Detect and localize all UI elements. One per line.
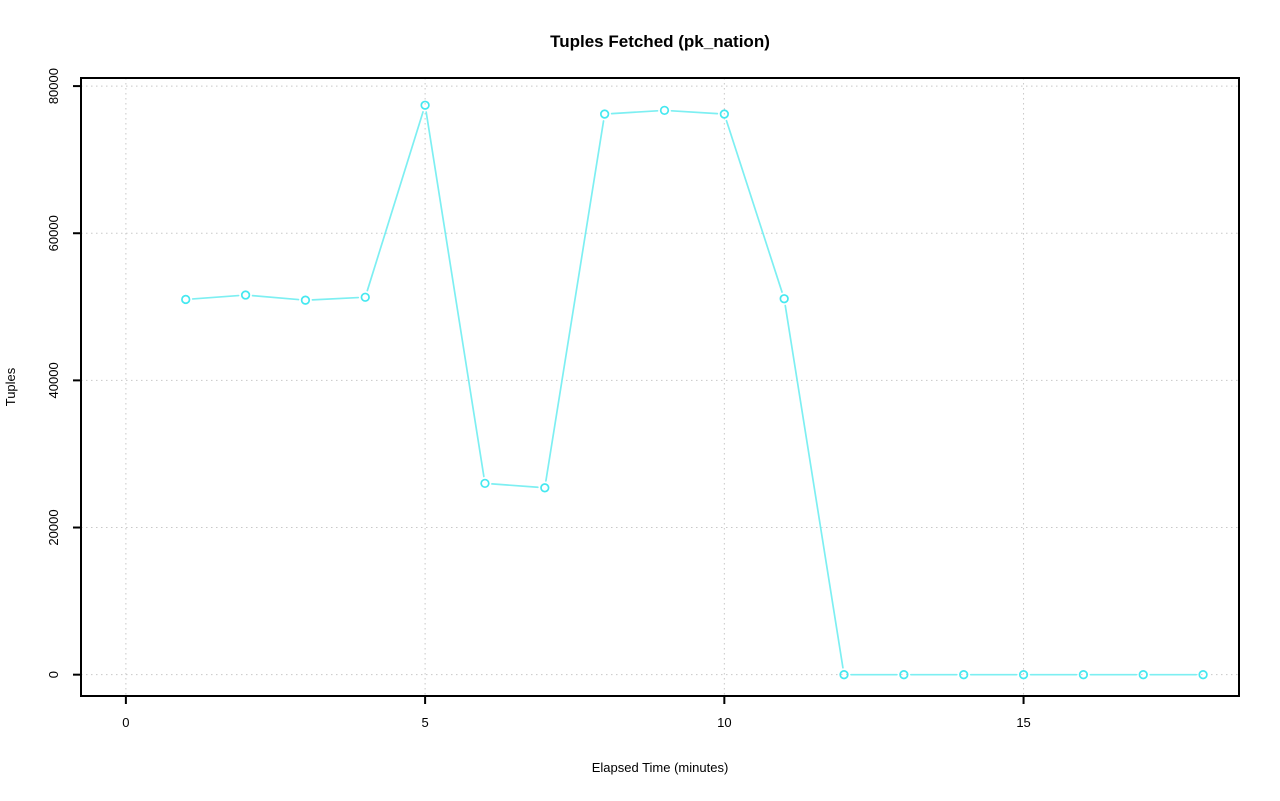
x-tick-label: 0 (122, 715, 129, 730)
x-axis-label: Elapsed Time (minutes) (592, 760, 729, 775)
x-tick-label: 5 (421, 715, 428, 730)
y-tick-label: 0 (46, 671, 61, 678)
series-segment (491, 483, 539, 489)
data-point (659, 105, 670, 116)
data-point (959, 670, 969, 680)
data-point (719, 109, 729, 119)
data-point (599, 109, 610, 119)
data-point (360, 292, 370, 302)
y-tick-label: 40000 (46, 362, 61, 398)
data-point (839, 670, 849, 680)
series-segment (311, 296, 360, 301)
data-point (899, 670, 909, 680)
data-point (240, 290, 251, 300)
data-point (540, 483, 550, 493)
data-point (1018, 670, 1029, 680)
data-point (1078, 670, 1089, 680)
data-series (181, 100, 1208, 680)
y-tick-label: 20000 (46, 509, 61, 545)
data-point (779, 294, 789, 304)
series-segment (784, 304, 844, 669)
series-segment (545, 120, 605, 482)
y-tick-label: 80000 (46, 68, 61, 104)
series-segment (670, 109, 719, 115)
series-segment (610, 109, 659, 115)
series-segment (251, 294, 300, 301)
series-segment (191, 294, 240, 300)
y-axis-label: Tuples (3, 367, 18, 406)
axes (73, 77, 1240, 704)
y-tick-label: 60000 (46, 215, 61, 251)
data-point (1138, 670, 1148, 680)
x-tick-label: 10 (717, 715, 731, 730)
gridlines (81, 78, 1239, 696)
data-point (1198, 670, 1208, 680)
x-tick-label: 15 (1016, 715, 1030, 730)
series-segment (366, 111, 424, 292)
series-segment (725, 119, 783, 293)
data-point (181, 294, 191, 305)
tick-labels: 0 5 10 15 0 20000 40000 60000 80000 (46, 68, 1031, 730)
series-segment (425, 111, 485, 478)
chart-title: Tuples Fetched (pk_nation) (550, 32, 770, 51)
plot-box (80, 77, 1240, 697)
data-point (300, 295, 311, 305)
data-point (480, 478, 490, 489)
data-point (420, 100, 430, 110)
